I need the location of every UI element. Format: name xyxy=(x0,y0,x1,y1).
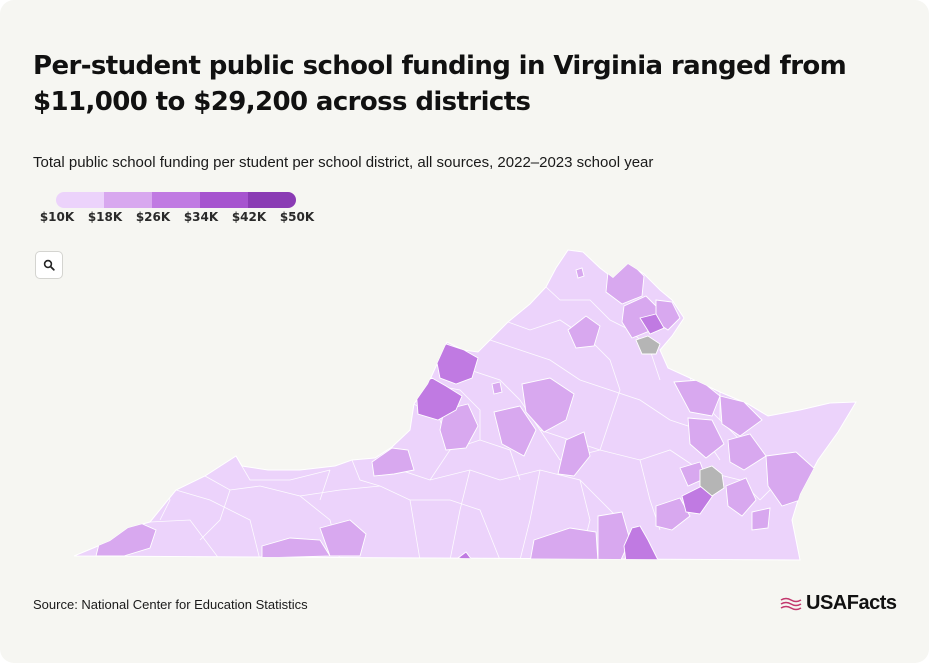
district[interactable] xyxy=(415,377,463,421)
district[interactable] xyxy=(719,395,763,437)
legend-bin-2 xyxy=(104,192,152,208)
districts-18k-bin xyxy=(95,261,817,562)
district[interactable] xyxy=(521,377,575,433)
district[interactable] xyxy=(751,507,771,531)
district[interactable] xyxy=(371,447,415,477)
districts-26k-bin xyxy=(415,313,715,562)
district[interactable] xyxy=(529,527,599,562)
legend-color-scale xyxy=(56,192,296,208)
district[interactable] xyxy=(439,403,479,451)
map-search-button[interactable] xyxy=(35,251,63,279)
brand-name: USAFacts xyxy=(806,592,897,614)
usa-flag-icon xyxy=(780,597,802,610)
district[interactable] xyxy=(435,343,479,385)
legend-label: $34K xyxy=(183,210,219,224)
usafacts-logo[interactable]: USAFacts xyxy=(780,592,897,615)
magnifier-icon xyxy=(43,259,55,271)
legend-label: $10K xyxy=(39,210,75,224)
district[interactable] xyxy=(493,405,537,457)
legend-label: $26K xyxy=(135,210,171,224)
district[interactable] xyxy=(567,315,601,349)
page-title: Per-student public school funding in Vir… xyxy=(33,51,847,117)
district[interactable] xyxy=(623,525,659,562)
district[interactable] xyxy=(639,313,665,335)
district[interactable] xyxy=(635,335,661,355)
district[interactable] xyxy=(491,381,503,395)
legend-label: $42K xyxy=(231,210,267,224)
district[interactable] xyxy=(557,431,591,477)
district[interactable] xyxy=(699,465,725,497)
districts-no-data xyxy=(635,335,725,497)
legend-label: $18K xyxy=(87,210,123,224)
legend-bin-5 xyxy=(248,192,296,208)
chart-subtitle: Total public school funding per student … xyxy=(33,154,654,171)
legend-bin-3 xyxy=(152,192,200,208)
source-note: Source: National Center for Education St… xyxy=(33,597,308,612)
legend-label: $50K xyxy=(279,210,315,224)
district[interactable] xyxy=(261,537,331,559)
district[interactable] xyxy=(319,519,367,557)
district[interactable] xyxy=(575,267,585,279)
district[interactable] xyxy=(681,485,715,515)
district[interactable] xyxy=(727,433,767,471)
district[interactable] xyxy=(655,497,691,531)
legend-bin-4 xyxy=(200,192,248,208)
district[interactable] xyxy=(687,417,725,459)
legend-bin-1 xyxy=(56,192,104,208)
district[interactable] xyxy=(725,477,757,517)
